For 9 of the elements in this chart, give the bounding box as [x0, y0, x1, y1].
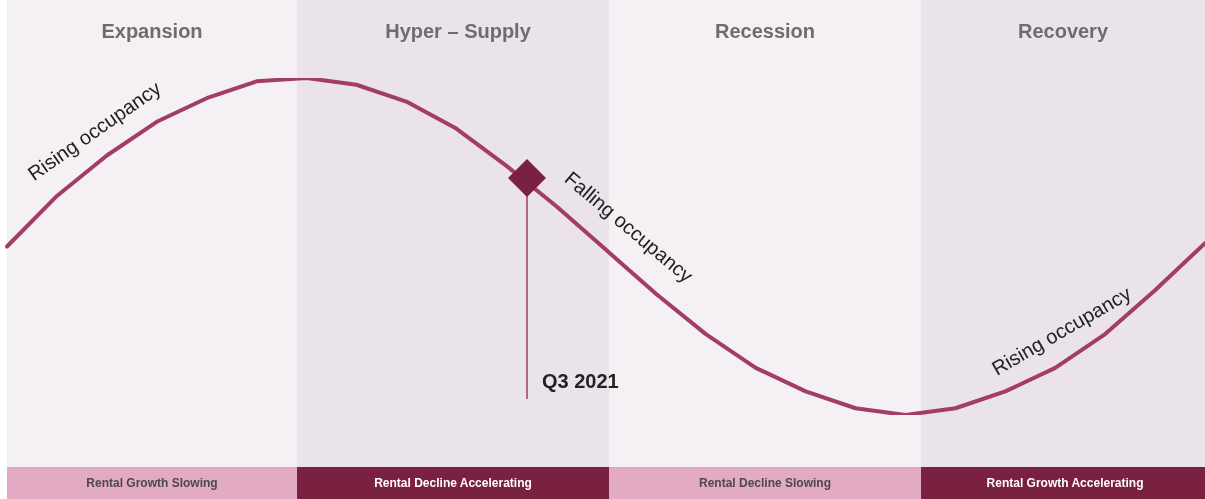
text: Hyper – Supply: [385, 19, 532, 42]
text: Recession: [714, 19, 816, 42]
text: Rental Growth Accelerating: [986, 476, 1144, 491]
text: Expansion: [101, 19, 203, 42]
annotation: Q3 2021: [542, 369, 619, 392]
text: Rental Growth Slowing: [86, 476, 218, 491]
text: Rental Decline Accelerating: [374, 476, 532, 491]
text: Rental Decline Slowing: [698, 476, 832, 491]
text: Recovery: [1017, 19, 1109, 42]
